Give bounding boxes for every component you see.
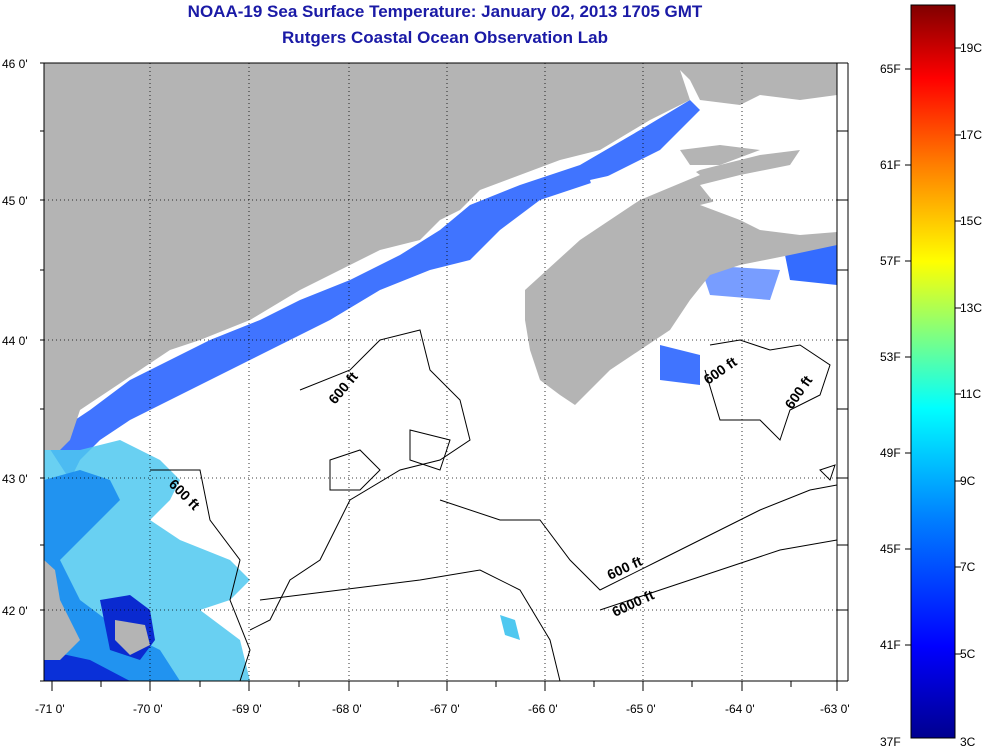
land-masses	[44, 63, 837, 660]
map-title: NOAA-19 Sea Surface Temperature: January…	[187, 2, 703, 21]
colorbar-fahrenheit-label: 61F	[880, 158, 901, 172]
colorbar-celsius-label: 7C	[960, 560, 976, 574]
colorbar-celsius-label: 11C	[960, 387, 981, 401]
sst-overlay	[44, 100, 837, 681]
colorbar-celsius-label: 19C	[960, 41, 982, 55]
lon-label: -66 0'	[528, 702, 558, 716]
map-frame	[43, 62, 838, 682]
depth-contours	[150, 329, 837, 681]
lon-label: -71 0'	[35, 702, 65, 716]
colorbar-fahrenheit-label: 57F	[880, 254, 901, 268]
lat-label: 42 0'	[2, 604, 28, 618]
temperature-colorbar	[910, 4, 956, 739]
colorbar-fahrenheit-label: 37F	[880, 735, 901, 749]
colorbar-celsius-label: 15C	[960, 214, 982, 228]
lon-label: -63 0'	[820, 702, 850, 716]
colorbar-celsius-label: 17C	[960, 128, 982, 142]
colorbar-fahrenheit-label: 53F	[880, 350, 901, 364]
lon-label: -69 0'	[232, 702, 262, 716]
axis-ticks	[40, 62, 849, 691]
lat-label: 46 0'	[2, 57, 28, 71]
colorbar-celsius-label: 5C	[960, 647, 976, 661]
lon-label: -67 0'	[430, 702, 460, 716]
colorbar-ticks	[905, 47, 961, 655]
lat-label: 43 0'	[2, 472, 28, 486]
graticule	[44, 63, 837, 681]
lon-label: -68 0'	[332, 702, 362, 716]
colorbar-celsius-label: 13C	[960, 301, 982, 315]
lon-label: -70 0'	[133, 702, 163, 716]
lon-label: -65 0'	[626, 702, 656, 716]
colorbar-fahrenheit-label: 49F	[880, 446, 901, 460]
colorbar-fahrenheit-label: 45F	[880, 542, 901, 556]
colorbar-celsius-label: 9C	[960, 474, 976, 488]
lat-label: 44 0'	[2, 334, 28, 348]
lat-label: 45 0'	[2, 194, 28, 208]
colorbar-celsius-label: 3C	[960, 735, 976, 749]
colorbar-fahrenheit-label: 41F	[880, 638, 901, 652]
map-subtitle: Rutgers Coastal Ocean Observation Lab	[282, 28, 608, 47]
lon-label: -64 0'	[725, 702, 755, 716]
colorbar-fahrenheit-label: 65F	[880, 62, 901, 76]
